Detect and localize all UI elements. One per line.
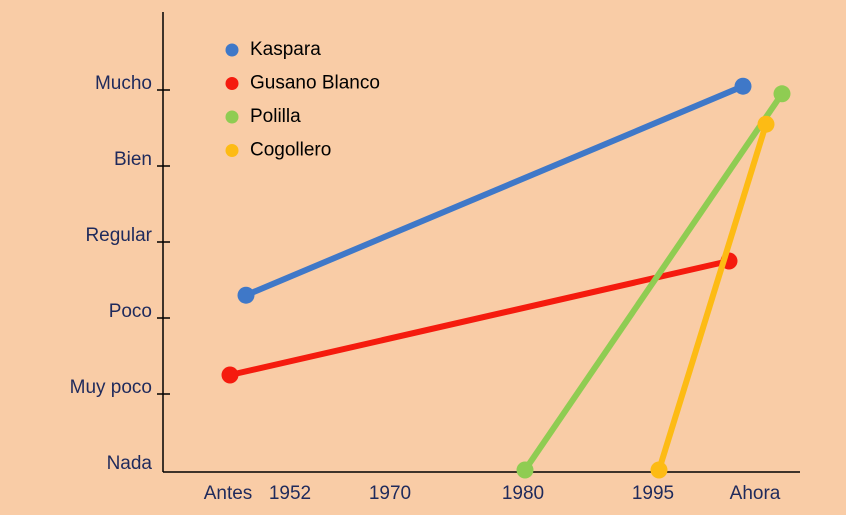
x-tick-label: Ahora [730,483,781,504]
legend-label: Gusano Blanco [250,73,380,94]
legend-label: Kaspara [250,39,321,60]
data-point [221,366,239,384]
data-point [757,115,775,133]
x-tick-label: 1952 [269,483,311,504]
data-point [237,286,255,304]
data-point [650,461,668,479]
series-line [656,123,769,471]
y-tick-label: Poco [109,301,152,322]
legend-label: Cogollero [250,140,331,161]
legend-marker [225,144,239,157]
data-point [516,461,534,479]
x-tick-label: 1980 [502,483,544,504]
series-line [522,92,785,472]
series-line [244,83,745,298]
y-tick-label: Bien [114,149,152,170]
data-point [734,77,752,95]
legend-marker [225,110,239,124]
x-tick-label: Antes [204,483,253,504]
y-tick-label: Mucho [95,73,152,94]
y-tick-label: Muy poco [70,377,152,398]
y-tick-label: Nada [107,453,153,474]
legend-label: Polilla [250,106,301,127]
series-line [229,258,730,378]
legend-marker [225,43,239,57]
data-point [773,85,791,103]
y-tick-label: Regular [85,225,152,246]
x-tick-label: 1995 [632,483,674,504]
legend-marker [225,77,239,90]
x-tick-label: 1970 [369,483,411,504]
